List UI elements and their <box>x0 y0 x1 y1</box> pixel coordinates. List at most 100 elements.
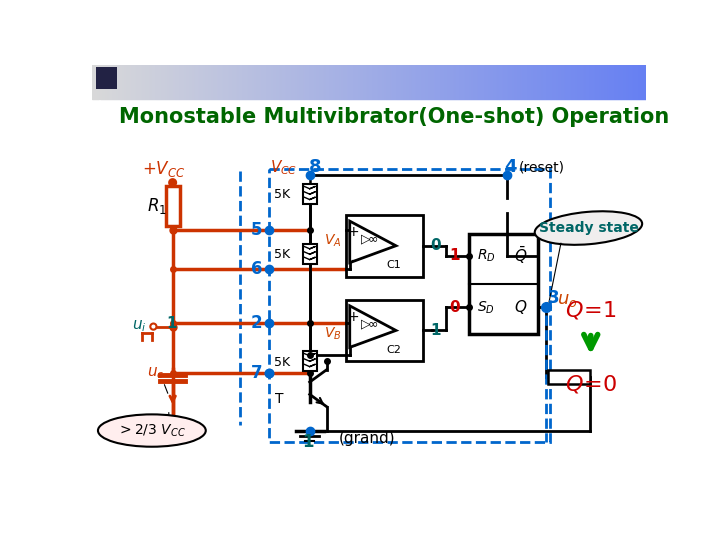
Bar <box>275 65 276 99</box>
Bar <box>445 65 446 99</box>
Text: $u_o$: $u_o$ <box>557 291 577 309</box>
Bar <box>561 65 562 99</box>
Bar <box>107 65 108 99</box>
Bar <box>172 65 173 99</box>
Bar <box>397 65 398 99</box>
Bar <box>379 65 381 99</box>
Bar <box>363 65 364 99</box>
Bar <box>613 65 614 99</box>
Bar <box>302 65 303 99</box>
Bar <box>297 65 298 99</box>
Bar <box>267 65 268 99</box>
Bar <box>265 65 266 99</box>
Bar <box>293 65 294 99</box>
Bar <box>296 65 297 99</box>
Bar <box>568 65 570 99</box>
Bar <box>179 65 180 99</box>
Bar <box>547 65 548 99</box>
Bar <box>355 65 356 99</box>
Bar <box>213 65 215 99</box>
Bar <box>431 65 432 99</box>
Bar <box>533 65 534 99</box>
Bar <box>612 65 613 99</box>
Bar <box>519 65 520 99</box>
Bar <box>398 65 399 99</box>
Bar <box>314 65 315 99</box>
Bar <box>400 65 401 99</box>
Bar <box>260 65 261 99</box>
Bar <box>499 65 500 99</box>
Bar <box>415 65 416 99</box>
Bar <box>452 65 453 99</box>
Bar <box>181 65 182 99</box>
Bar <box>188 65 189 99</box>
Bar <box>220 65 221 99</box>
Bar <box>625 65 626 99</box>
Bar <box>437 65 438 99</box>
Bar <box>338 65 339 99</box>
Bar <box>388 65 389 99</box>
Text: -: - <box>350 335 356 353</box>
Bar <box>337 65 338 99</box>
Bar <box>240 65 241 99</box>
Bar <box>509 65 510 99</box>
Bar <box>409 65 410 99</box>
Bar <box>133 65 134 99</box>
Bar <box>472 65 473 99</box>
Bar <box>557 65 558 99</box>
Bar <box>209 65 210 99</box>
Bar <box>463 65 464 99</box>
Bar <box>600 65 601 99</box>
Bar <box>430 65 431 99</box>
Bar <box>326 65 327 99</box>
Bar <box>444 65 445 99</box>
Bar <box>576 65 577 99</box>
Bar <box>455 65 456 99</box>
Bar <box>498 65 499 99</box>
Bar <box>627 65 628 99</box>
Bar <box>346 65 348 99</box>
Text: $u_i$: $u_i$ <box>132 319 147 334</box>
Bar <box>102 65 104 99</box>
Bar <box>454 65 455 99</box>
Bar <box>183 65 184 99</box>
Bar <box>523 65 525 99</box>
Bar <box>518 65 519 99</box>
Bar <box>233 65 234 99</box>
Bar <box>224 65 225 99</box>
Bar <box>526 65 527 99</box>
Bar <box>537 65 538 99</box>
Bar <box>118 65 119 99</box>
Bar <box>356 65 357 99</box>
Bar <box>298 65 299 99</box>
Bar <box>438 65 439 99</box>
Bar <box>636 65 637 99</box>
Bar <box>493 65 494 99</box>
Bar <box>372 65 373 99</box>
Bar <box>210 65 211 99</box>
Polygon shape <box>350 306 396 347</box>
Bar <box>551 65 552 99</box>
Bar <box>570 65 571 99</box>
Bar <box>98 65 99 99</box>
Text: 0: 0 <box>431 238 441 253</box>
Bar <box>516 65 517 99</box>
Bar <box>402 65 403 99</box>
Bar <box>317 65 318 99</box>
Bar <box>264 65 265 99</box>
Text: 7: 7 <box>251 364 263 382</box>
Text: 0: 0 <box>449 300 460 315</box>
Bar <box>230 65 231 99</box>
Bar <box>269 65 270 99</box>
Bar <box>546 65 547 99</box>
Bar <box>634 65 636 99</box>
Bar <box>182 65 183 99</box>
Bar <box>357 65 359 99</box>
Text: $u_c$: $u_c$ <box>147 365 164 381</box>
Bar <box>241 65 242 99</box>
Bar <box>286 65 287 99</box>
Bar <box>367 65 368 99</box>
Bar <box>160 65 161 99</box>
Bar <box>168 65 170 99</box>
Bar <box>266 65 267 99</box>
